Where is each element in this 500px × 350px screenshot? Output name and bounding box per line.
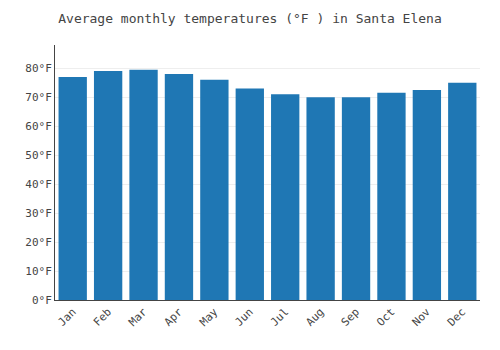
svg-text:0°F: 0°F <box>32 294 52 307</box>
svg-text:Mar: Mar <box>126 305 150 329</box>
svg-text:Apr: Apr <box>162 305 186 329</box>
svg-text:Jan: Jan <box>55 306 78 329</box>
svg-text:60°F: 60°F <box>25 120 52 133</box>
svg-text:Jun: Jun <box>233 306 256 329</box>
svg-text:Aug: Aug <box>303 306 326 329</box>
svg-text:Jul: Jul <box>268 306 291 329</box>
svg-text:50°F: 50°F <box>25 149 52 162</box>
svg-text:Average monthly temperatures (: Average monthly temperatures (°F ) in Sa… <box>58 11 442 26</box>
svg-text:May: May <box>197 305 221 329</box>
svg-text:40°F: 40°F <box>25 178 52 191</box>
svg-text:80°F: 80°F <box>25 62 52 75</box>
svg-text:Sep: Sep <box>339 306 362 329</box>
svg-text:Oct: Oct <box>374 306 397 329</box>
svg-text:30°F: 30°F <box>25 207 52 220</box>
svg-text:10°F: 10°F <box>25 265 52 278</box>
svg-text:Dec: Dec <box>445 306 468 329</box>
svg-text:Feb: Feb <box>91 306 114 329</box>
svg-text:Nov: Nov <box>410 305 434 329</box>
svg-text:20°F: 20°F <box>25 236 52 249</box>
svg-text:70°F: 70°F <box>25 91 52 104</box>
